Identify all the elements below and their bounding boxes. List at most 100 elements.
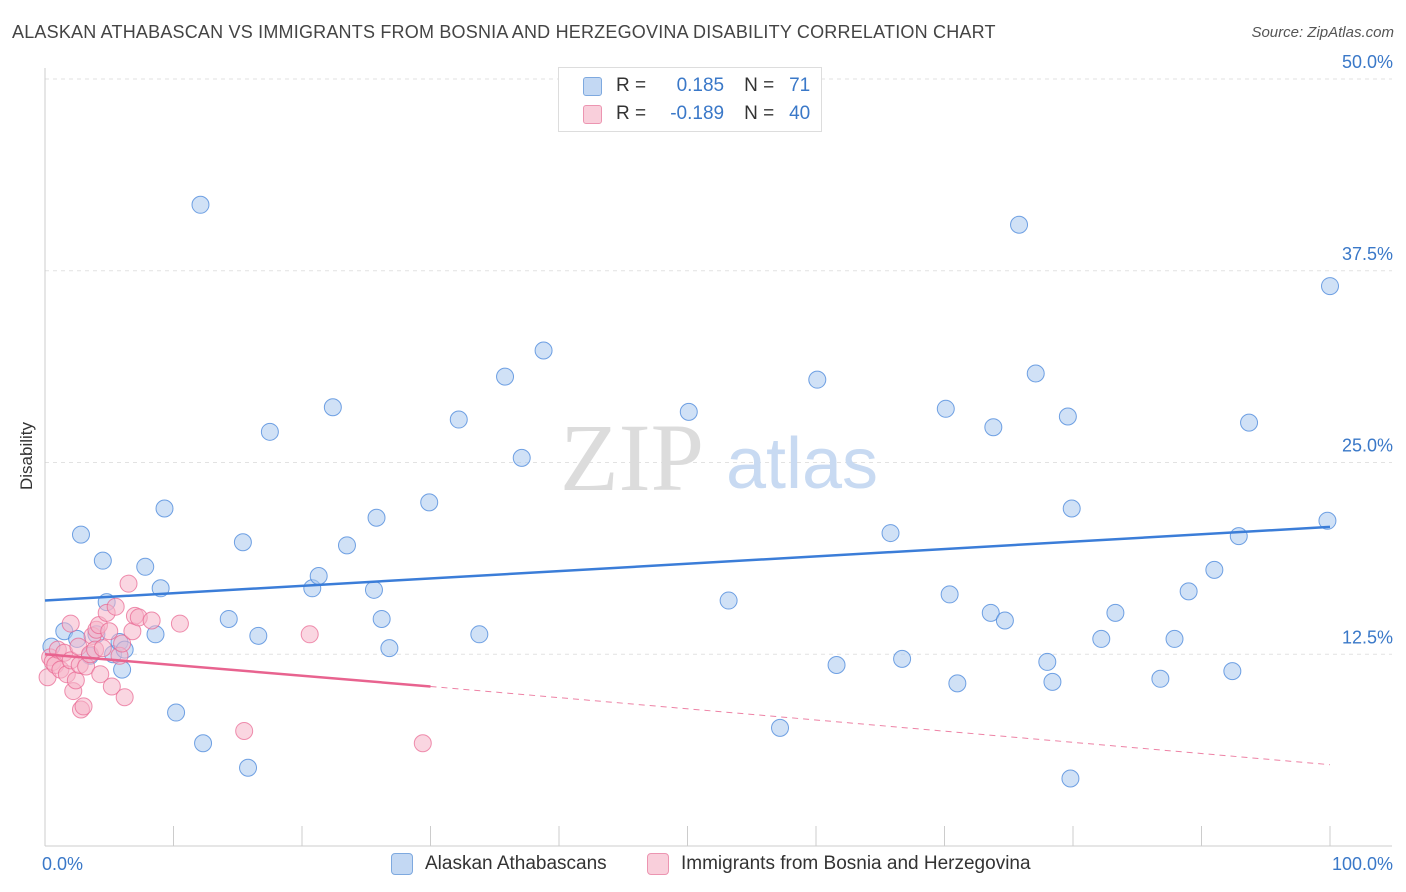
- point-bosnia: [235, 721, 254, 740]
- bottom-legend-athabascan: Alaskan Athabascans: [391, 851, 607, 877]
- y-tick-label: 12.5%: [1342, 627, 1393, 647]
- point-athabascan: [893, 649, 912, 668]
- point-bosnia: [113, 634, 132, 653]
- point-bosnia: [93, 639, 112, 658]
- legend-n-value: 71: [789, 75, 811, 96]
- point-athabascan: [1321, 277, 1339, 296]
- point-athabascan: [948, 674, 967, 693]
- point-athabascan: [470, 625, 489, 644]
- point-athabascan: [93, 551, 112, 570]
- point-bosnia: [102, 677, 121, 696]
- point-athabascan: [1205, 560, 1224, 579]
- point-athabascan: [337, 536, 356, 555]
- legend-n-label: N =: [744, 103, 775, 124]
- trend-lines: [44, 525, 1331, 766]
- point-bosnia: [300, 625, 319, 644]
- point-bosnia: [119, 574, 138, 593]
- bottom-legend-swatch-pink: [647, 853, 669, 875]
- legend-n-value: 40: [789, 103, 811, 124]
- y-axis-label: Disability: [17, 421, 36, 491]
- bottom-legend-label: Immigrants from Bosnia and Herzegovina: [681, 853, 1031, 874]
- bottom-legend-swatch-blue: [391, 853, 413, 875]
- point-athabascan: [323, 398, 342, 417]
- point-athabascan: [808, 370, 827, 389]
- point-bosnia: [413, 734, 432, 753]
- point-bosnia: [170, 614, 189, 633]
- legend-swatch-pink: [583, 104, 602, 124]
- point-athabascan: [420, 493, 439, 512]
- point-athabascan: [167, 703, 186, 722]
- point-athabascan: [1223, 662, 1242, 681]
- point-athabascan: [1062, 499, 1081, 518]
- point-athabascan: [191, 195, 210, 214]
- legend-row-athabascan: R = 0.185 N = 71: [583, 73, 810, 99]
- grid-lines: [45, 78, 1392, 655]
- point-athabascan: [1318, 511, 1337, 530]
- y-tick-label: 25.0%: [1342, 436, 1393, 456]
- chart-title: ALASKAN ATHABASCAN VS IMMIGRANTS FROM BO…: [12, 22, 996, 42]
- bottom-legend-label: Alaskan Athabascans: [425, 853, 607, 874]
- point-athabascan: [1043, 672, 1062, 691]
- point-athabascan: [309, 567, 328, 586]
- point-athabascan: [1026, 364, 1045, 383]
- point-athabascan: [496, 367, 515, 386]
- correlation-legend: R = 0.185 N = 71 R = -0.189 N = 40: [558, 67, 822, 132]
- point-athabascan: [1151, 669, 1170, 688]
- point-bosnia: [61, 614, 80, 633]
- tick-labels: 12.5% 25.0% 37.5% 50.0% 0.0% 100.0%: [42, 52, 1393, 874]
- point-athabascan: [1092, 629, 1111, 648]
- point-athabascan: [364, 580, 383, 599]
- point-athabascan: [995, 611, 1014, 630]
- legend-r-label: R =: [616, 103, 647, 124]
- watermark-atlas: atlas: [726, 424, 878, 504]
- point-athabascan: [1061, 769, 1080, 788]
- point-athabascan: [194, 734, 213, 753]
- point-athabascan: [233, 533, 252, 552]
- point-bosnia: [106, 597, 125, 616]
- point-athabascan: [1240, 413, 1259, 432]
- point-athabascan: [881, 524, 900, 543]
- trend-line-bosnia: [44, 653, 431, 688]
- watermark: ZIP atlas: [560, 404, 878, 511]
- point-athabascan: [719, 591, 738, 610]
- point-athabascan: [1058, 407, 1077, 426]
- point-athabascan: [380, 639, 399, 658]
- point-athabascan: [372, 609, 391, 628]
- point-athabascan: [679, 402, 698, 421]
- point-athabascan: [1165, 629, 1184, 648]
- point-athabascan: [512, 448, 531, 467]
- bottom-legend-bosnia: Immigrants from Bosnia and Herzegovina: [647, 851, 1031, 877]
- point-athabascan: [771, 718, 790, 737]
- point-bosnia: [115, 688, 134, 707]
- point-athabascan: [367, 508, 386, 527]
- legend-r-value: -0.189: [670, 103, 725, 124]
- y-tick-label: 37.5%: [1342, 244, 1393, 264]
- y-tick-label: 50.0%: [1342, 52, 1393, 72]
- point-athabascan: [1179, 582, 1198, 601]
- point-athabascan: [940, 585, 959, 604]
- legend-row-bosnia: R = -0.189 N = 40: [583, 101, 810, 127]
- point-athabascan: [534, 341, 553, 360]
- source-credit: Source: ZipAtlas.com: [1251, 24, 1394, 41]
- watermark-zip: ZIP: [560, 404, 704, 511]
- trend-line-bosnia-extrapolated: [430, 685, 1331, 766]
- legend-r-label: R =: [616, 75, 647, 96]
- point-athabascan: [239, 758, 258, 777]
- point-bosnia: [74, 697, 93, 716]
- point-athabascan: [249, 626, 268, 645]
- legend-n-label: N =: [744, 75, 775, 96]
- point-bosnia: [142, 611, 161, 630]
- point-athabascan: [827, 655, 846, 674]
- point-athabascan: [219, 609, 238, 628]
- point-athabascan: [1229, 527, 1248, 546]
- trend-line-athabascan: [44, 525, 1331, 602]
- point-athabascan: [449, 410, 468, 429]
- axes: [44, 68, 1392, 847]
- x-tick-label: 0.0%: [42, 854, 83, 874]
- legend-r-value: 0.185: [676, 75, 725, 96]
- point-bosnia: [100, 622, 119, 641]
- point-athabascan: [155, 499, 174, 518]
- point-athabascan: [1038, 652, 1057, 671]
- point-athabascan: [936, 399, 955, 418]
- point-athabascan: [71, 525, 90, 544]
